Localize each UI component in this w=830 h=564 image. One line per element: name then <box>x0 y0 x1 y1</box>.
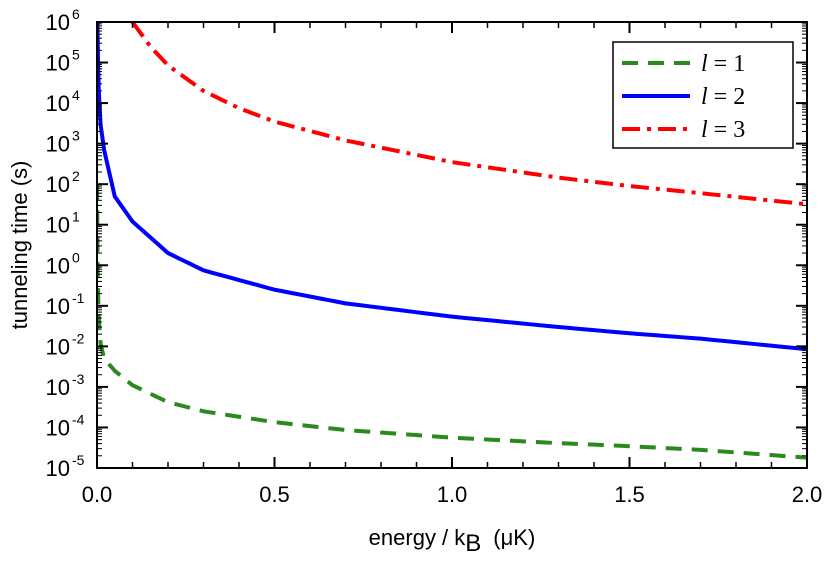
legend: l = 1l = 2l = 3 <box>612 41 794 149</box>
y-tick-label: 10 <box>46 375 70 400</box>
legend-label-variable: l <box>701 84 708 110</box>
y-tick-label: 10 <box>46 456 70 481</box>
legend-label-l2: l = 2 <box>701 84 745 110</box>
x-tick-label: 1.5 <box>614 482 645 507</box>
series-line-l1 <box>97 184 807 460</box>
legend-label-value: = 2 <box>708 84 746 110</box>
y-tick-label: 10 <box>46 213 70 238</box>
series-line-l3 <box>130 22 807 207</box>
x-tick-label: 0.5 <box>259 482 290 507</box>
x-tick-label: 1.0 <box>437 482 468 507</box>
y-tick-exponent: 5 <box>72 47 80 63</box>
y-tick-exponent: -2 <box>72 330 85 346</box>
legend-label-variable: l <box>701 51 708 77</box>
y-axis-label: tunneling time (s) <box>7 161 32 330</box>
legend-label-l3: l = 3 <box>701 117 745 143</box>
y-tick-exponent: 6 <box>72 6 80 22</box>
x-tick-label: 2.0 <box>792 482 823 507</box>
series-line-l2 <box>97 22 807 352</box>
x-tick-label: 0.0 <box>82 482 113 507</box>
y-tick-exponent: -1 <box>72 290 85 306</box>
y-tick-exponent: 0 <box>72 249 80 265</box>
y-tick-label: 10 <box>46 51 70 76</box>
x-axis-label-subscript: B <box>465 530 481 557</box>
y-tick-label: 10 <box>46 334 70 359</box>
y-tick-label: 10 <box>46 91 70 116</box>
y-tick-exponent: 3 <box>72 128 80 144</box>
x-axis-label-main: energy / k <box>369 525 467 550</box>
legend-label-variable: l <box>701 117 708 143</box>
x-axis-label: energy / kB (μK) <box>369 525 536 557</box>
legend-label-value: = 1 <box>708 51 746 77</box>
y-tick-exponent: 2 <box>72 168 80 184</box>
y-tick-label: 10 <box>46 294 70 319</box>
legend-label-l1: l = 1 <box>701 51 745 77</box>
y-tick-exponent: -3 <box>72 371 85 387</box>
y-tick-exponent: 4 <box>72 87 80 103</box>
y-tick-label: 10 <box>46 415 70 440</box>
x-axis-label-unit: (μK) <box>493 525 535 550</box>
y-tick-exponent: -5 <box>72 452 85 468</box>
y-tick-exponent: -4 <box>72 411 85 427</box>
y-tick-label: 10 <box>46 10 70 35</box>
y-tick-label: 10 <box>46 172 70 197</box>
legend-label-value: = 3 <box>708 117 746 143</box>
y-tick-exponent: 1 <box>72 209 80 225</box>
y-tick-label: 10 <box>46 132 70 157</box>
y-tick-label: 10 <box>46 253 70 278</box>
